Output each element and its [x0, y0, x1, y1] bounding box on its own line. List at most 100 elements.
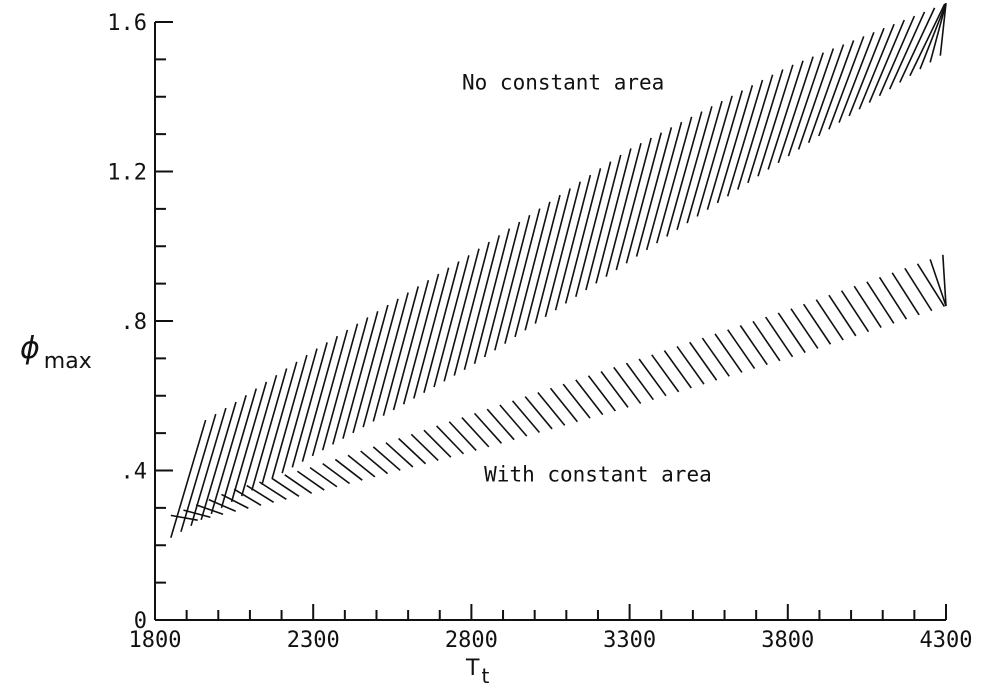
- annotation-layer: No constant area With constant area: [462, 70, 712, 486]
- hatch-line: [549, 387, 579, 423]
- hatch-line: [807, 44, 845, 144]
- hatch-line: [385, 442, 414, 468]
- hatch-line: [635, 127, 673, 257]
- hatch-line: [322, 462, 351, 485]
- hatch-line: [410, 433, 439, 462]
- hatch-line: [909, 3, 946, 77]
- hatch-line: [575, 161, 612, 297]
- hatch-line: [284, 474, 313, 494]
- hatch-line: [848, 27, 885, 117]
- hatch-line: [764, 316, 794, 358]
- series-annotation: With constant area: [484, 463, 712, 487]
- hatch-line: [942, 254, 947, 307]
- hatch-line: [747, 69, 784, 184]
- hatch-line: [929, 3, 947, 63]
- hatch-line: [448, 421, 477, 452]
- hatch-line: [696, 95, 733, 217]
- hatch-line: [838, 31, 875, 123]
- hatch-line: [787, 52, 824, 157]
- x-tick-label: 4300: [920, 628, 973, 653]
- hatch-line: [453, 241, 490, 376]
- hatch-line: [638, 358, 667, 397]
- hatch-line: [291, 342, 328, 468]
- hatch-line: [802, 303, 832, 345]
- hatch-line: [554, 174, 592, 311]
- hatch-line: [587, 375, 616, 412]
- hatch-line: [334, 458, 363, 481]
- hatch-line: [537, 391, 566, 426]
- hatch-line: [701, 337, 730, 377]
- hatch-line: [815, 299, 844, 341]
- hatch-line: [645, 121, 683, 251]
- x-axis-main: T: [465, 656, 480, 681]
- x-tick-label: 3300: [603, 628, 656, 653]
- hatch-line: [840, 290, 870, 333]
- hatch-line: [504, 208, 541, 344]
- hatch-line: [511, 400, 541, 434]
- hatch-line: [818, 40, 855, 137]
- hatch-line: [423, 429, 452, 458]
- hatch-line: [666, 111, 703, 237]
- hatch-line: [651, 354, 680, 393]
- hatch-line: [757, 64, 794, 177]
- hatch-line: [332, 317, 369, 445]
- hatch-line: [524, 396, 553, 430]
- hatch-line: [656, 116, 693, 244]
- hatch-line: [676, 345, 705, 385]
- hatch-line: [726, 79, 764, 197]
- series-band: [170, 254, 947, 521]
- x-tick-label: 3800: [761, 628, 814, 653]
- hatch-line: [739, 325, 768, 366]
- hatch-line: [888, 11, 926, 90]
- hatch-line: [362, 298, 399, 428]
- hatch-line: [828, 36, 865, 130]
- hatch-line: [221, 493, 249, 509]
- x-axis-subscript: t: [481, 664, 489, 688]
- hatch-line: [595, 148, 632, 284]
- hatch-line: [524, 194, 561, 331]
- hatch-line: [413, 267, 450, 399]
- hatch-line: [271, 477, 300, 497]
- x-tick-label: 2300: [287, 628, 340, 653]
- tick-layer: 1800 2300 2800 3300 3800 4300 0 .4 .8 1.2 1.6: [107, 11, 972, 653]
- hatch-line: [625, 132, 663, 264]
- hatch-line: [230, 381, 268, 503]
- hatch-line: [767, 60, 804, 170]
- hatch-line: [483, 221, 521, 358]
- hatch-line: [321, 323, 359, 451]
- hatch-line: [689, 341, 718, 381]
- hatch-line: [486, 408, 515, 441]
- hatch-line: [790, 308, 819, 349]
- hatch-line: [402, 273, 440, 405]
- y-axis-title: ϕ max: [20, 331, 92, 374]
- hatch-line: [939, 3, 947, 56]
- hatch-line: [296, 470, 325, 491]
- hatch-line: [170, 514, 198, 521]
- hatch-line: [868, 19, 905, 103]
- hatch-line: [433, 255, 470, 388]
- y-tick-label: 1.2: [107, 161, 147, 186]
- hatch-line: [663, 350, 692, 389]
- y-tick-label: .8: [121, 310, 148, 335]
- hatch-line: [301, 335, 339, 462]
- hatch-line: [311, 329, 349, 457]
- hatch-line: [473, 412, 503, 444]
- hatch-line: [281, 348, 318, 474]
- hatch-line: [190, 407, 227, 527]
- hatch-line: [878, 15, 916, 97]
- hatch-line: [170, 419, 207, 539]
- series-band: [170, 3, 947, 539]
- hatch-line: [233, 488, 262, 506]
- hatch-line: [544, 181, 582, 318]
- hatch-line: [352, 304, 389, 434]
- hatch-line: [494, 215, 531, 351]
- hatch-line: [615, 137, 652, 271]
- hatch-line: [676, 106, 713, 231]
- hatch-line: [899, 7, 936, 83]
- hatch-line: [251, 368, 288, 491]
- hatch-line: [392, 279, 430, 411]
- hatch-line: [534, 188, 571, 324]
- hatch-line: [714, 333, 743, 373]
- hatch-line: [613, 366, 642, 405]
